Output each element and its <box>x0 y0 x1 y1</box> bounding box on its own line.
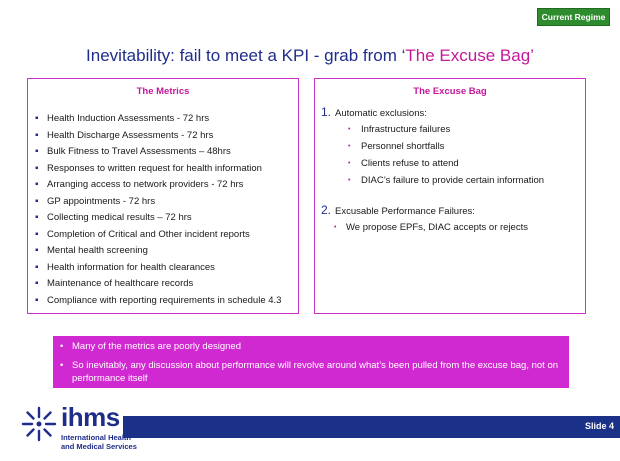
square-bullet-icon: ▪ <box>35 261 39 273</box>
list-item: • Personnel shortfalls <box>348 138 585 155</box>
logo-subtitle: International Health and Medical Service… <box>61 433 137 451</box>
list-item: ▪ Responses to written request for health… <box>35 161 298 178</box>
square-bullet-icon: ▪ <box>35 294 39 306</box>
dot-bullet-icon: • <box>348 126 351 133</box>
list-item: ▪ Completion of Critical and Other incide… <box>35 227 298 244</box>
list-item: ▪ Maintenance of healthcare records <box>35 276 298 293</box>
callout-item: • Many of the metrics are poorly designed <box>60 341 241 352</box>
current-regime-badge: Current Regime <box>537 8 610 26</box>
dot-bullet-icon: • <box>334 224 337 231</box>
list-item: ▪ Compliance with reporting requirements … <box>35 293 298 310</box>
list-item: ▪ Health Discharge Assessments - 72 hrs <box>35 128 298 145</box>
epf-list: • We propose EPFs, DIAC accepts or reject… <box>315 219 585 236</box>
starburst-logo-icon <box>21 406 57 442</box>
callout-item: • So inevitably, any discussion about per… <box>60 360 559 384</box>
dot-bullet-icon: • <box>60 360 64 371</box>
square-bullet-icon: ▪ <box>35 195 39 207</box>
dot-bullet-icon: • <box>348 143 351 150</box>
title-suffix: ’ <box>530 46 534 65</box>
list-item: ▪ Collecting medical results – 72 hrs <box>35 210 298 227</box>
list-item: • Clients refuse to attend <box>348 155 585 172</box>
title-prefix: Inevitability: fail to meet a KPI - grab… <box>86 46 406 65</box>
metrics-list: ▪ Health Induction Assessments - 72 hrs ▪… <box>28 111 298 309</box>
square-bullet-icon: ▪ <box>35 113 39 124</box>
section-heading: 1. Automatic exclusions: <box>321 105 427 119</box>
callout-box: • Many of the metrics are poorly designed… <box>53 336 569 388</box>
list-item: • We propose EPFs, DIAC accepts or reject… <box>334 219 585 236</box>
square-bullet-icon: ▪ <box>35 212 39 223</box>
metrics-box: The Metrics ▪ Health Induction Assessment… <box>27 78 299 314</box>
square-bullet-icon: ▪ <box>35 278 39 289</box>
dot-bullet-icon: • <box>348 177 351 184</box>
list-item: ▪ Bulk Fitness to Travel Assessments – 48… <box>35 144 298 161</box>
excuse-bag-heading: The Excuse Bag <box>413 86 487 97</box>
list-item: • DIAC’s failure to provide certain infor… <box>348 172 585 189</box>
square-bullet-icon: ▪ <box>35 146 39 157</box>
section-heading: 2. Excusable Performance Failures: <box>321 203 475 217</box>
square-bullet-icon: ▪ <box>35 179 39 190</box>
square-bullet-icon: ▪ <box>35 228 39 240</box>
exclusions-list: • Infrastructure failures • Personnel shor… <box>315 121 585 189</box>
footer-bar: Slide 4 <box>123 416 620 438</box>
square-bullet-icon: ▪ <box>35 129 39 141</box>
list-item: • Infrastructure failures <box>348 121 585 138</box>
list-item: ▪ Arranging access to network providers -… <box>35 177 298 194</box>
title-highlight: The Excuse Bag <box>405 46 531 65</box>
dot-bullet-icon: • <box>348 160 351 167</box>
list-item: ▪ Mental health screening <box>35 243 298 260</box>
slide-title: Inevitability: fail to meet a KPI - grab… <box>0 46 620 66</box>
square-bullet-icon: ▪ <box>35 162 39 174</box>
excuse-bag-box: The Excuse Bag 1. Automatic exclusions: •… <box>314 78 586 314</box>
dot-bullet-icon: • <box>60 341 64 352</box>
list-item: ▪ Health Induction Assessments - 72 hrs <box>35 111 298 128</box>
slide-number: Slide 4 <box>584 421 614 431</box>
square-bullet-icon: ▪ <box>35 245 39 256</box>
metrics-heading: The Metrics <box>136 86 190 97</box>
logo-wordmark: ihms <box>61 402 120 432</box>
list-item: ▪ Health information for health clearance… <box>35 260 298 277</box>
list-item: ▪ GP appointments - 72 hrs <box>35 194 298 211</box>
